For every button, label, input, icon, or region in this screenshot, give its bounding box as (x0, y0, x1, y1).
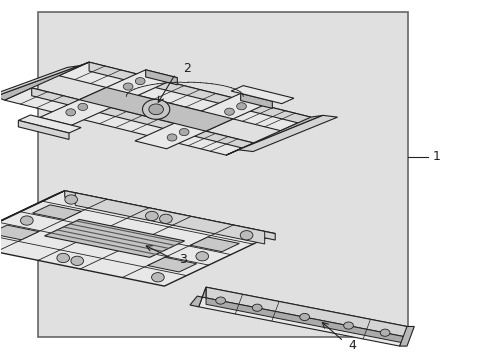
Text: 2: 2 (183, 62, 191, 75)
Circle shape (224, 108, 234, 115)
Polygon shape (79, 87, 233, 131)
Circle shape (21, 216, 33, 225)
Circle shape (123, 83, 133, 90)
Polygon shape (135, 93, 272, 149)
Polygon shape (18, 115, 81, 133)
Polygon shape (0, 62, 89, 100)
Circle shape (135, 77, 145, 85)
Polygon shape (45, 220, 185, 257)
Polygon shape (199, 287, 407, 346)
Text: 3: 3 (179, 253, 187, 266)
Polygon shape (241, 93, 272, 108)
Polygon shape (190, 237, 239, 252)
Circle shape (66, 109, 75, 116)
Circle shape (151, 273, 164, 282)
Circle shape (78, 103, 88, 111)
Polygon shape (0, 66, 79, 98)
Polygon shape (4, 88, 253, 155)
Circle shape (160, 214, 172, 224)
Polygon shape (65, 191, 275, 240)
Polygon shape (40, 70, 177, 125)
Circle shape (237, 103, 246, 110)
Polygon shape (18, 120, 69, 139)
Circle shape (167, 134, 177, 141)
Circle shape (196, 252, 209, 261)
Circle shape (149, 104, 164, 115)
Circle shape (143, 99, 170, 119)
Polygon shape (32, 205, 81, 220)
Polygon shape (32, 88, 253, 151)
Polygon shape (147, 257, 196, 272)
Circle shape (240, 231, 253, 240)
Polygon shape (206, 287, 407, 337)
Circle shape (216, 297, 225, 304)
Circle shape (179, 129, 189, 136)
Polygon shape (0, 191, 65, 247)
Polygon shape (0, 191, 275, 286)
Circle shape (252, 304, 262, 311)
Polygon shape (59, 62, 311, 131)
Polygon shape (89, 62, 311, 126)
Polygon shape (231, 86, 294, 104)
Polygon shape (226, 115, 323, 155)
Polygon shape (190, 287, 206, 307)
Polygon shape (146, 70, 177, 85)
Text: 1: 1 (433, 150, 441, 163)
Circle shape (343, 322, 353, 329)
Bar (38, 12, 408, 337)
Circle shape (146, 211, 158, 221)
Circle shape (380, 329, 390, 336)
Text: 4: 4 (348, 339, 356, 352)
Polygon shape (400, 327, 415, 346)
Polygon shape (75, 193, 265, 244)
Circle shape (71, 256, 84, 265)
Polygon shape (206, 298, 407, 343)
Polygon shape (0, 225, 39, 240)
Circle shape (300, 314, 310, 320)
Circle shape (65, 195, 77, 204)
Polygon shape (238, 115, 338, 152)
Circle shape (57, 253, 70, 263)
